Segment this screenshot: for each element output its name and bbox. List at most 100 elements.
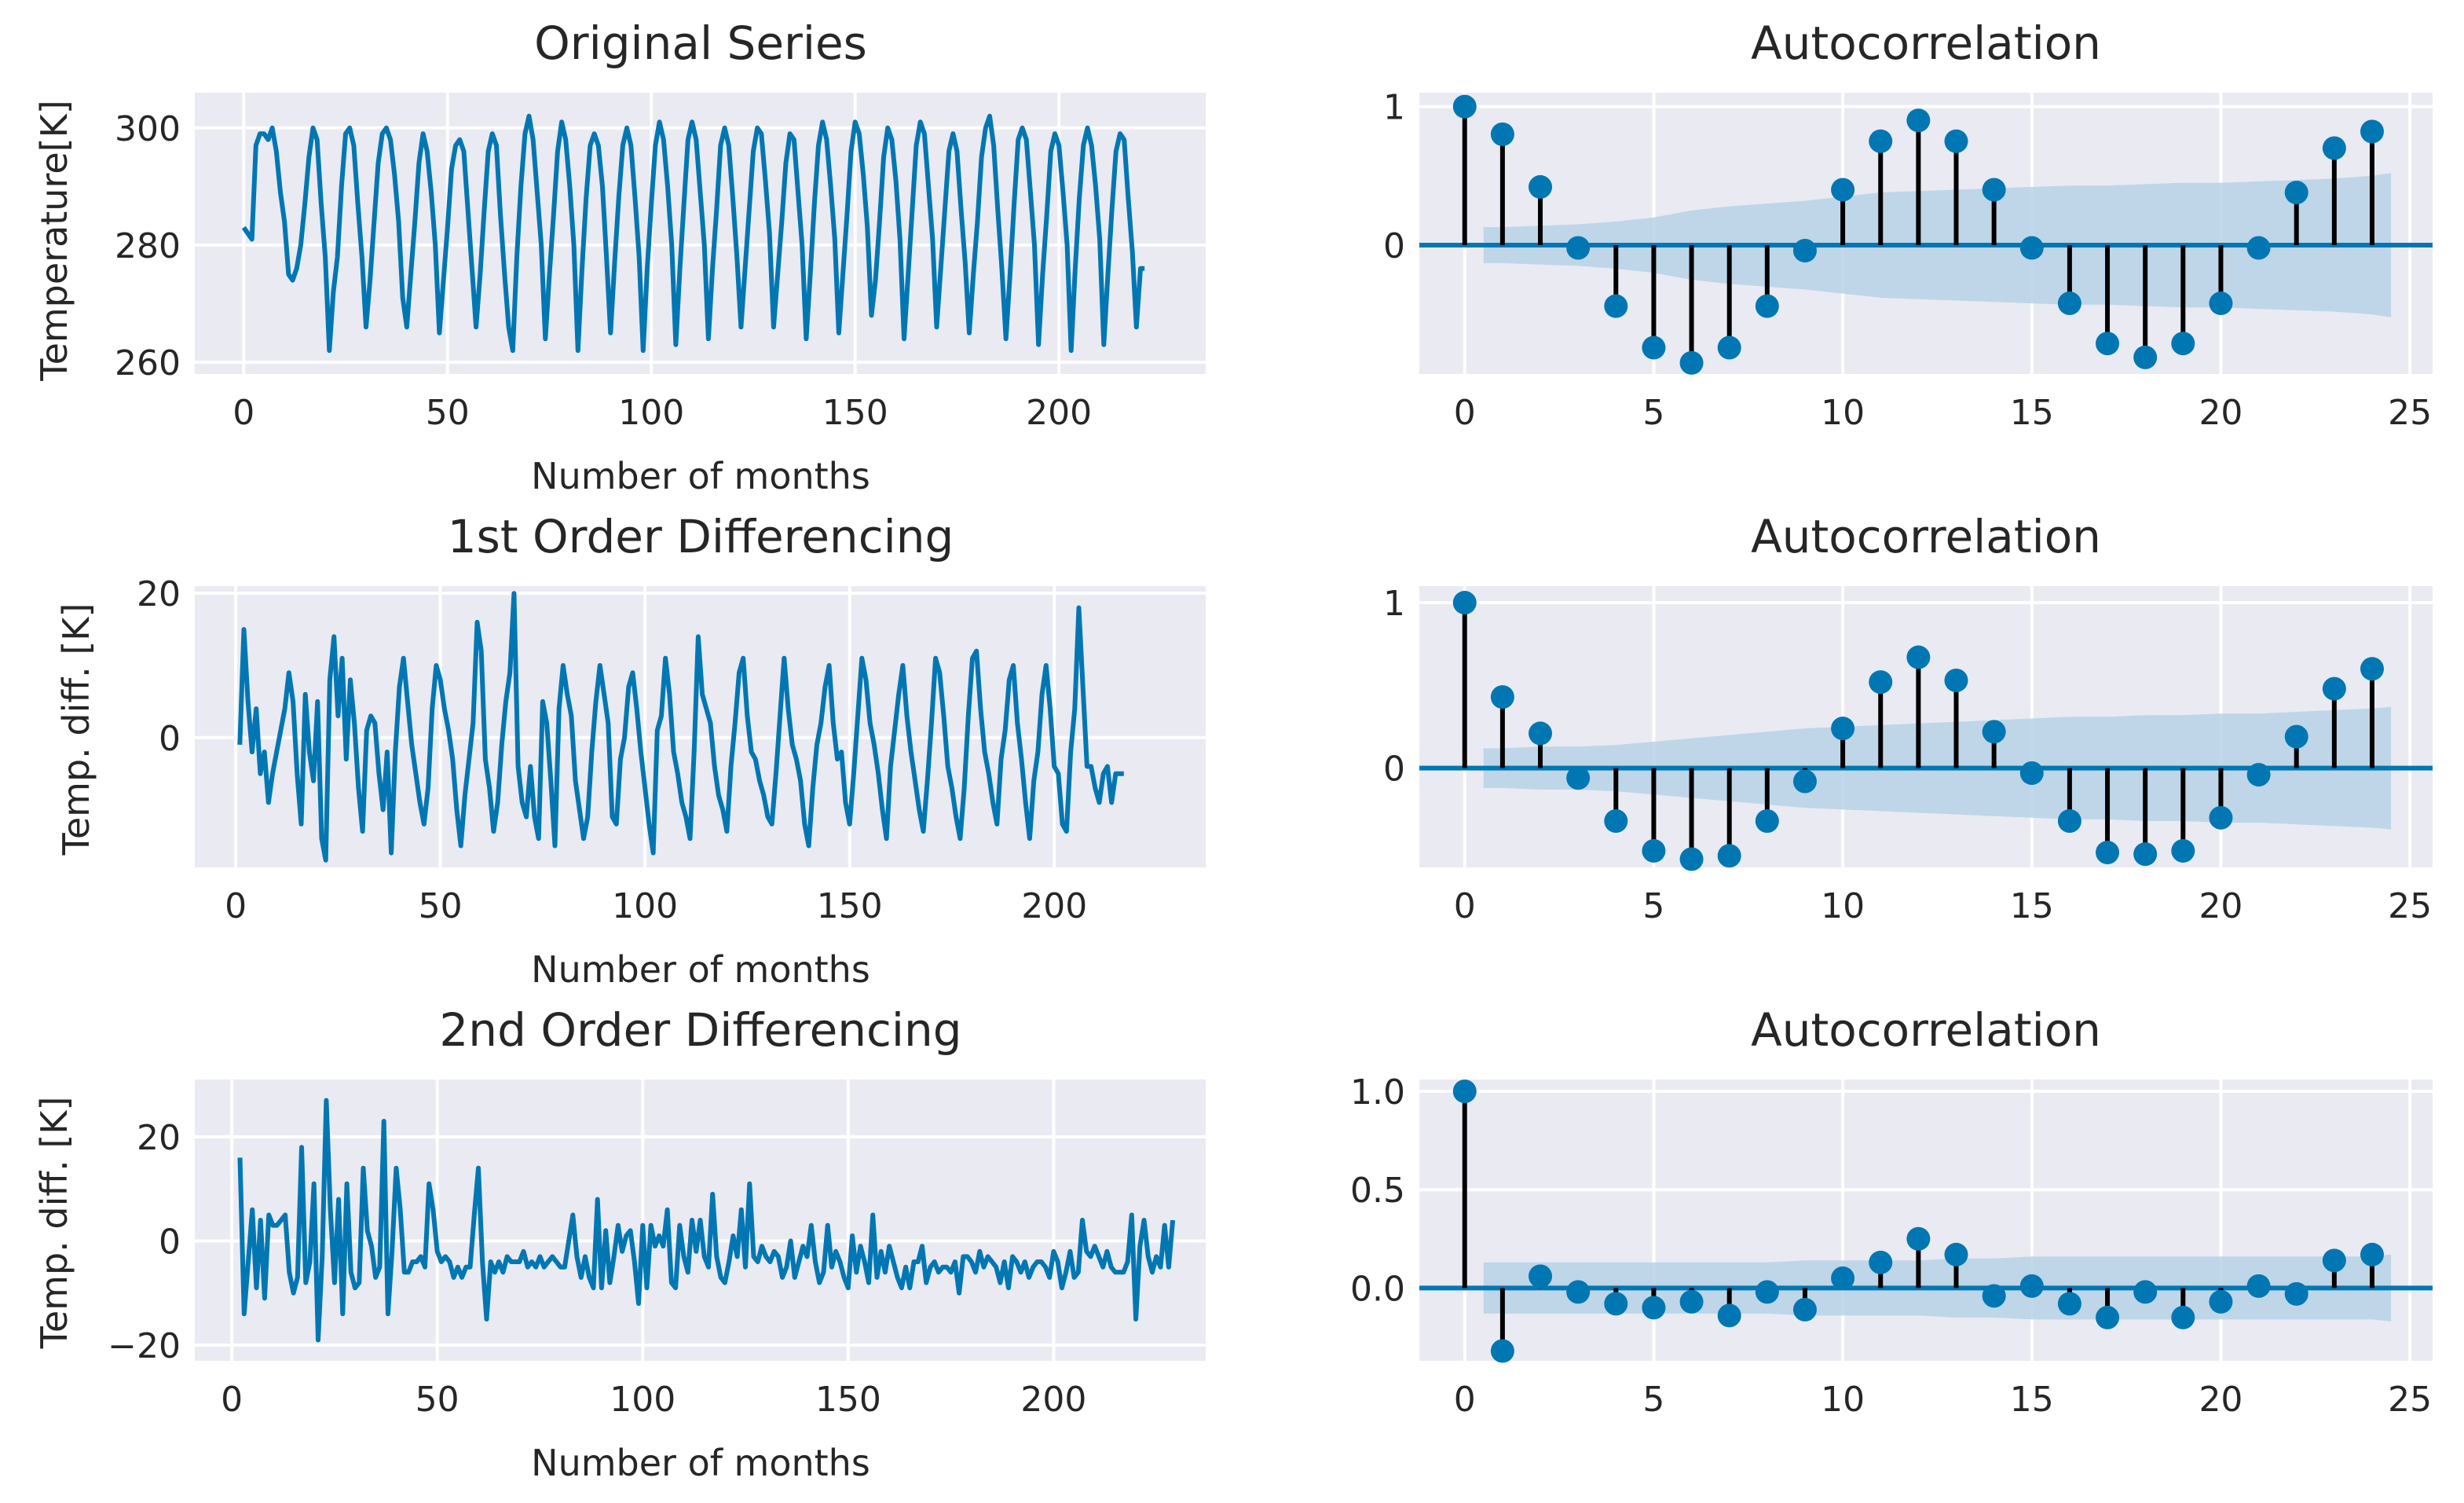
acf1-y-tick-label: 1	[1383, 88, 1405, 128]
diff2-x-tick-label: 200	[1020, 1380, 1086, 1420]
acf2-stem-marker	[2360, 657, 2384, 681]
acf3-x-tick-label: 20	[2199, 1380, 2242, 1420]
acf2-stem-marker	[1566, 766, 1591, 790]
acf1-stem-marker	[2171, 332, 2195, 356]
acf3-stem-marker	[1906, 1226, 1931, 1251]
diff1-x-tick-label: 200	[1021, 886, 1087, 926]
acf1-stem-marker	[2246, 236, 2271, 260]
acf2-stem-marker	[1755, 809, 1779, 834]
acf2-stem-marker	[2096, 841, 2120, 865]
orig-x-tick-label: 0	[232, 393, 254, 433]
acf3-stem-marker	[2133, 1280, 2158, 1304]
acf2-stem-marker	[2171, 838, 2195, 863]
acf1-y-tick-label: 0	[1383, 226, 1405, 266]
acf1-stem-marker	[1490, 122, 1514, 146]
acf2-stem-marker	[1679, 847, 1704, 871]
acf1-stem-marker	[1982, 178, 2006, 202]
acf-1-panel: Autocorrelation 0 5 10 15 20 25 0 1	[1383, 16, 2433, 433]
acf3-stem-marker	[1679, 1289, 1704, 1314]
acf2-x-tick-label: 10	[1821, 886, 1865, 926]
acf1-x-tick-label: 0	[1454, 393, 1476, 433]
acf1-x-tick-label: 20	[2199, 393, 2242, 433]
acf2-stem-marker	[2209, 805, 2233, 830]
acf1-stem-marker	[1452, 94, 1477, 119]
acf2-stem-marker	[1642, 838, 1666, 863]
acf1-stem-marker	[1604, 294, 1628, 318]
acf1-stem-marker	[1679, 350, 1704, 375]
acf-2-panel: Autocorrelation 0 5 10 15 20 25 0 1	[1383, 510, 2433, 926]
acf1-x-tick-label: 25	[2388, 393, 2432, 433]
acf3-stem-marker	[1490, 1339, 1514, 1363]
diff2-y-tick-label: 0	[159, 1223, 181, 1263]
orig-y-tick-label: 260	[115, 343, 181, 383]
diff2-x-tick-label: 100	[610, 1380, 675, 1420]
acf3-stem-marker	[1982, 1284, 2006, 1308]
acf3-stem-marker	[1755, 1280, 1779, 1304]
acf2-stem-marker	[2322, 676, 2346, 701]
diff2-x-tick-label: 50	[416, 1380, 459, 1420]
acf1-stem-marker	[2057, 291, 2081, 316]
acf2-stem-marker	[1717, 844, 1741, 868]
acf2-stem-marker	[2019, 761, 2044, 785]
acf1-stem-marker	[1642, 335, 1666, 360]
original-series-xlabel: Number of months	[531, 455, 870, 497]
acf2-stem-marker	[1490, 685, 1514, 709]
acf3-stem-marker	[2209, 1289, 2233, 1314]
original-series-panel: Original Series Number of months Tempera…	[33, 16, 1206, 497]
acf1-stem-marker	[1869, 129, 1893, 153]
acf2-x-tick-label: 20	[2199, 886, 2242, 926]
acf1-stem-marker	[2360, 119, 2384, 144]
acf1-stem-marker	[1831, 178, 1855, 202]
diff1-x-tick-label: 50	[419, 886, 463, 926]
acf-3-panel: Autocorrelation 0 5 10 15 20 25 0.0 0.5 1.0	[1350, 1003, 2433, 1420]
acf3-x-tick-label: 25	[2388, 1380, 2432, 1420]
acf-2-title: Autocorrelation	[1751, 510, 2101, 563]
acf2-stem-marker	[1792, 769, 1817, 794]
acf3-x-tick-label: 0	[1454, 1380, 1476, 1420]
acf1-stem-marker	[1792, 239, 1817, 263]
orig-y-tick-label: 280	[115, 226, 181, 266]
acf3-stem-marker	[1869, 1250, 1893, 1274]
acf-1-title: Autocorrelation	[1751, 16, 2101, 70]
acf2-stem-marker	[1831, 717, 1855, 741]
acf1-stem-marker	[2284, 180, 2308, 204]
second-order-diff-ylabel: Temp. diff. [K]	[33, 1097, 75, 1350]
acf1-stem-marker	[1529, 174, 1553, 199]
acf2-stem-marker	[2057, 809, 2081, 834]
acf3-stem-marker	[1792, 1297, 1817, 1322]
acf3-stem-marker	[2360, 1242, 2384, 1267]
acf-3-title: Autocorrelation	[1751, 1003, 2101, 1057]
acf1-stem-marker	[2096, 332, 2120, 356]
diff2-x-tick-label: 0	[221, 1380, 243, 1420]
acf2-stem-marker	[1529, 721, 1553, 746]
acf3-stem-marker	[2322, 1248, 2346, 1273]
first-order-diff-ylabel: Temp. diff. [K]	[55, 603, 97, 856]
orig-x-tick-label: 100	[618, 393, 684, 433]
orig-x-tick-label: 200	[1026, 393, 1092, 433]
diff1-x-tick-label: 150	[817, 886, 883, 926]
acf2-x-tick-label: 15	[2010, 886, 2054, 926]
acf3-stem-marker	[1529, 1264, 1553, 1289]
acf2-x-tick-label: 0	[1454, 886, 1476, 926]
acf1-x-tick-label: 15	[2010, 393, 2054, 433]
acf3-stem-marker	[2171, 1305, 2195, 1329]
acf3-stem-marker	[1642, 1296, 1666, 1320]
acf1-stem-marker	[1755, 294, 1779, 318]
original-series-ylabel: Temperature[K]	[33, 100, 75, 381]
acf1-stem-marker	[1944, 129, 1968, 153]
second-order-diff-title: 2nd Order Differencing	[439, 1003, 961, 1057]
acf3-stem-marker	[1566, 1280, 1591, 1304]
acf3-y-tick-label: 1.0	[1350, 1072, 1405, 1113]
acf2-stem-marker	[1944, 669, 1968, 693]
acf1-stem-marker	[2019, 236, 2044, 260]
acf1-stem-marker	[1906, 108, 1931, 133]
orig-y-tick-label: 300	[115, 109, 181, 149]
acf2-stem-marker	[1982, 720, 2006, 744]
acf2-stem-marker	[2284, 724, 2308, 749]
acf3-stem-marker	[2019, 1274, 2044, 1298]
acf2-stem-marker	[2133, 842, 2158, 867]
acf3-stem-marker	[1604, 1292, 1628, 1316]
acf2-y-tick-label: 1	[1383, 584, 1405, 624]
acf3-y-tick-label: 0.0	[1350, 1269, 1405, 1309]
